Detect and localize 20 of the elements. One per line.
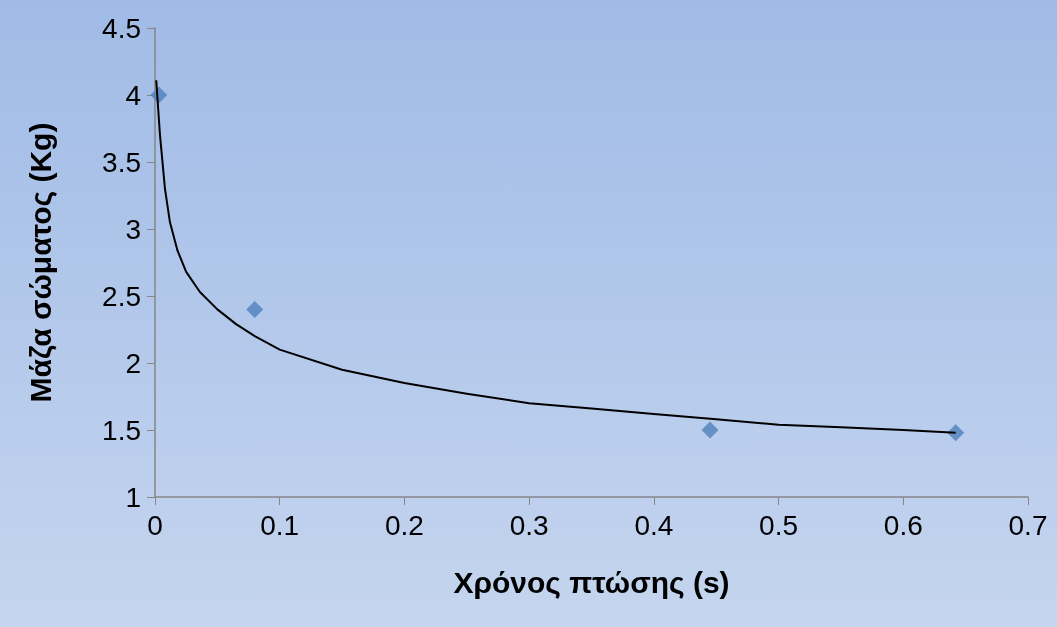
y-tick-label: 4 — [125, 79, 141, 111]
x-tick-label: 0.3 — [509, 509, 549, 541]
y-tick-label: 3.5 — [102, 146, 141, 178]
x-tick-label: 0 — [147, 509, 163, 541]
y-tick-label: 2.5 — [102, 280, 141, 312]
y-axis-title: Μάζα σώματος (Kg) — [23, 122, 57, 403]
x-tick-label: 0.4 — [634, 509, 674, 541]
point — [701, 421, 719, 439]
x-tick-label: 0.5 — [759, 509, 799, 541]
y-tick-label: 1.5 — [102, 414, 141, 446]
point — [246, 300, 264, 318]
y-tick-label: 1 — [125, 481, 141, 513]
y-tick-label: 2 — [125, 347, 141, 379]
x-tick-label: 0.7 — [1008, 509, 1048, 541]
y-tick-label: 3 — [125, 213, 141, 245]
x-tick-label: 0.2 — [384, 509, 424, 541]
x-axis-title: Χρόνος πτώσης (s) — [453, 565, 730, 599]
y-tick-label: 4.5 — [102, 12, 141, 44]
x-tick-label: 0.1 — [260, 509, 300, 541]
x-tick-label: 0.6 — [883, 509, 923, 541]
